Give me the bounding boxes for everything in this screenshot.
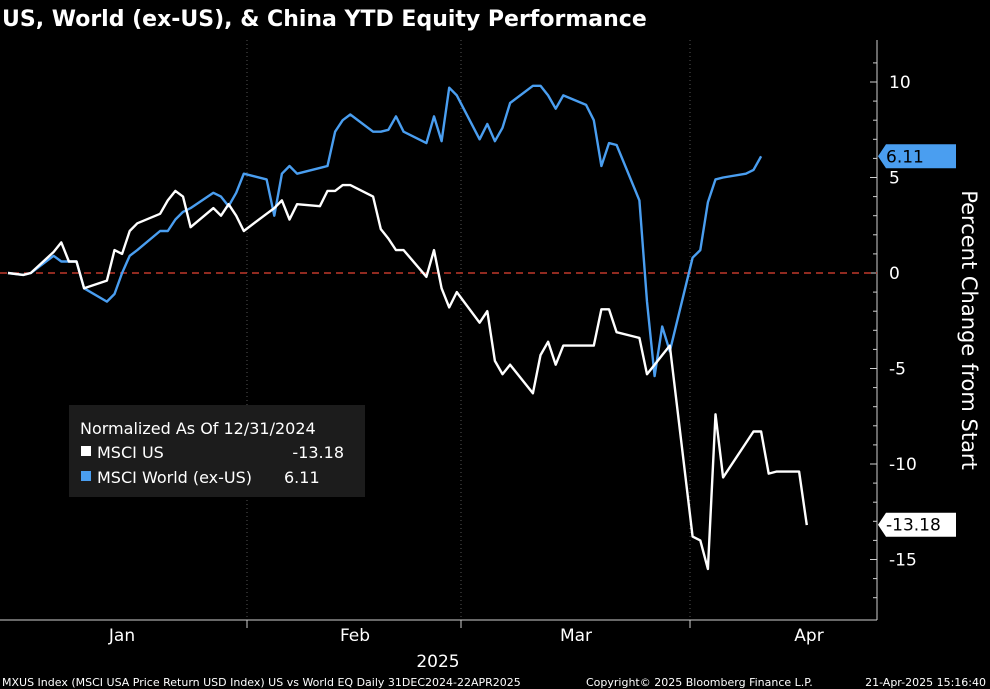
last-value-tag-world	[878, 144, 956, 169]
legend-swatch-us	[81, 446, 91, 456]
footer-timestamp: 21-Apr-2025 15:16:40	[865, 676, 986, 689]
legend-value-us: -13.18	[292, 443, 344, 462]
last-value-tag-us	[878, 512, 956, 537]
legend-title: Normalized As Of 12/31/2024	[80, 419, 316, 438]
legend-box	[69, 405, 365, 497]
month-separators	[246, 40, 691, 628]
y-axis-label: Percent Change from Start	[957, 190, 981, 470]
chart-title: US, World (ex-US), & China YTD Equity Pe…	[2, 7, 647, 32]
series-line-msci-us	[7, 183, 808, 571]
legend-label-world: MSCI World (ex-US)	[97, 468, 252, 487]
y-tick-label: 0	[889, 264, 900, 284]
y-tick-label: 5	[889, 169, 900, 189]
footer-source: MXUS Index (MSCI USA Price Return USD In…	[2, 676, 521, 689]
y-tick-label: 10	[889, 73, 911, 93]
y-ticks: 10 5 0 -5 -10 -15	[870, 62, 917, 599]
y-tick-label: -10	[889, 455, 917, 475]
series-line-msci-world-ex-us	[7, 84, 763, 378]
y-tick-label: -5	[889, 360, 906, 380]
x-ticks: Jan Feb Mar Apr	[108, 626, 824, 646]
x-tick-label: Feb	[340, 626, 370, 646]
y-tick-label: -15	[889, 551, 917, 571]
series-lines	[7, 84, 808, 571]
x-tick-label: Mar	[560, 626, 592, 646]
legend-value-world: 6.11	[284, 468, 320, 487]
legend: Normalized As Of 12/31/2024 MSCI US -13.…	[69, 405, 365, 497]
legend-label-us: MSCI US	[97, 443, 164, 462]
x-tick-label: Apr	[794, 626, 823, 646]
x-tick-label: Jan	[108, 626, 135, 646]
last-value-label-world: 6.11	[886, 147, 924, 167]
last-value-tags: -13.18 6.11	[878, 144, 956, 537]
footer-copyright: Copyright© 2025 Bloomberg Finance L.P.	[586, 676, 813, 689]
legend-swatch-world	[81, 471, 91, 481]
last-value-label-us: -13.18	[886, 516, 941, 536]
x-axis-year-label: 2025	[416, 652, 459, 672]
